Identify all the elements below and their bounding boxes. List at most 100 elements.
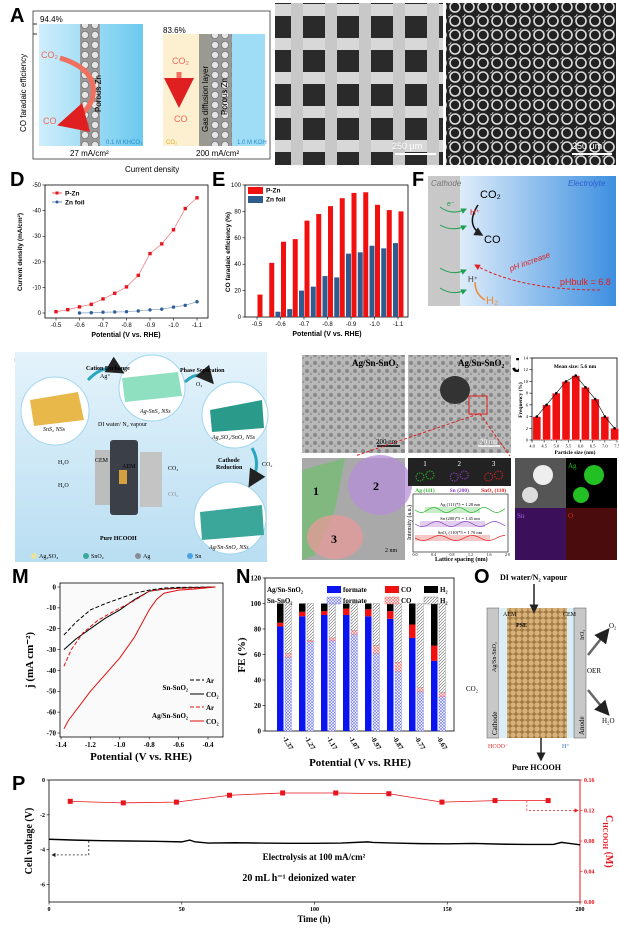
y-tick-label: 0 (38, 311, 42, 317)
tem-image (408, 355, 511, 453)
x-axis-title: Potential (V vs. RHE) (91, 332, 160, 339)
y-tick-label: 40 (234, 262, 241, 268)
x-axis-title: Particle size (nm) (555, 449, 596, 456)
ag2so4-sheet (210, 400, 264, 432)
stacked-bar-h (372, 603, 380, 646)
histogram-bar (590, 398, 600, 441)
data-point (593, 397, 597, 401)
histogram-bar (610, 428, 619, 441)
stacked-bar-co (350, 630, 358, 635)
chart-p-stability: 0 50 100 150 200 0 -2 -4 -6 0.00 0.04 0.08 0.12 0.16 T… (24, 778, 614, 924)
concentration-point (386, 791, 392, 797)
electron-arrow (439, 267, 467, 275)
x-tick-label: -0.4 (202, 741, 214, 749)
profile-xlabel: Lattice spacing (nm) (435, 556, 488, 563)
h2o-arrow (587, 689, 610, 716)
right-y-axis-title-sub: HCOOH (601, 822, 609, 849)
fft-images (408, 458, 511, 486)
bar-zn-foil (357, 252, 363, 317)
stacked-bar-h (299, 603, 306, 612)
x-tick-label: -0.8 (144, 741, 156, 749)
cathode-label: Cathode (491, 712, 499, 735)
ag2so4-sno2-label: Ag₂SO₄/SnO₂ NSs (211, 435, 256, 441)
voltage-line (48, 838, 581, 846)
x-tick-label: 4.0 (529, 444, 535, 449)
legend-marker (31, 553, 37, 559)
legend-label: CO₂ (206, 718, 219, 726)
region-2 (348, 455, 412, 515)
anode-label: Anode (578, 716, 586, 735)
stacked-bar-formate (431, 660, 438, 731)
scale-bar-label: 250 μm (572, 141, 602, 151)
conversion-arrow (57, 55, 96, 132)
x-axis-title: Current density (125, 165, 179, 174)
o2-arrow (587, 628, 610, 656)
cathode-reduction-label-2: Reduction (216, 465, 243, 471)
data-point (535, 415, 539, 418)
gas-feed-label: CO₂ (166, 140, 178, 146)
region-3 (307, 515, 363, 559)
koh-electrolyte (232, 34, 265, 146)
legend-label: P-Zn (65, 191, 79, 198)
stacked-bar-formate (321, 614, 328, 731)
data-point (554, 391, 558, 395)
y-tick-label: -10 (32, 285, 41, 291)
charts: -0.5 -0.6 -0.7 -0.8 -0.9 -1.0 -1.10-10-20-30-4… (17, 183, 619, 924)
concentration-point (333, 790, 339, 796)
data-point (195, 300, 199, 304)
electron-arrow (439, 287, 467, 295)
legend-swatch (327, 586, 341, 593)
x-tick-label: -1.0 (369, 322, 380, 328)
legend-swatch (424, 586, 438, 593)
plot-frame (59, 582, 224, 738)
legend-label: CO (401, 597, 412, 605)
x-tick-label: 4.5 (541, 444, 547, 449)
co2-label: CO₂ (480, 189, 501, 201)
data-point (171, 228, 176, 232)
x-tick-label: -1.37 (281, 735, 295, 752)
bar-p-zn (386, 210, 392, 317)
y-tick-label: 60 (254, 651, 262, 659)
panel-f-mechanism: Cathode Electrolyte CO₂ CO H⁺ H⁺ e⁻ H₂ p… (428, 176, 616, 307)
left-current-density: 27 mA/cm² (70, 149, 109, 158)
y-tick-label: 80 (254, 625, 262, 633)
chart-e-co-faradaic-efficiency: -0.5 -0.6 -0.7 -0.8 -0.9 -1.0 -1.1 0 20 40 60 80 100… (225, 183, 409, 338)
legend-label: CO (401, 586, 412, 594)
y-axis-title: CO faradaic efficiency (19, 54, 28, 132)
legend-group-label: Ag/Sn-SnO₂ (267, 586, 303, 594)
ag-signal (573, 487, 589, 503)
y-tick-label: 10 (524, 379, 529, 384)
stacked-bar-co (409, 624, 416, 638)
bar-zn-foil (369, 245, 375, 317)
legend-marker (83, 553, 89, 559)
annotation: 20 mL h⁻¹ deionized water (242, 873, 356, 884)
bar-p-zn (339, 198, 345, 317)
legend-group-label: Sn-SnO₂ (163, 684, 188, 692)
y-tick-label: 0.12 (584, 809, 595, 815)
data-point (160, 307, 164, 311)
co-label: CO (484, 234, 501, 246)
data-point (101, 297, 105, 301)
y-tick-label: -50 (47, 688, 57, 696)
electrolyte-right: 1.0 M KOH (237, 140, 267, 146)
legend-label: formate (343, 597, 367, 605)
data-point (564, 380, 568, 383)
chart-d-current-density: -0.5 -0.6 -0.7 -0.8 -0.9 -1.0 -1.1 0 -10 -20 -30 -4… (17, 183, 209, 339)
y-axis-title: Cell voltage (V) (24, 808, 35, 875)
y-tick-label: 6 (526, 402, 529, 407)
legend-marker (187, 553, 193, 559)
gas-diffusion-layer (199, 34, 210, 146)
ag-sn-sno2-label: Ag/Sn-SnO₂ NSs (208, 545, 249, 551)
y-tick-label: 0.00 (584, 900, 595, 906)
data-point (89, 311, 93, 315)
co2-label: CO₂ (466, 685, 479, 693)
y-tick-label: 0 (258, 727, 262, 735)
cation-exchange-label: Cation Exchange (86, 366, 130, 372)
fe-low-label: 83.6% (163, 26, 186, 35)
stacked-bar-h (321, 603, 328, 612)
legend-swatch (248, 187, 263, 194)
y-tick-label: 14 (524, 356, 529, 361)
stacked-bar-h (431, 603, 438, 646)
y-axis-title: Frequency (%) (517, 382, 524, 418)
